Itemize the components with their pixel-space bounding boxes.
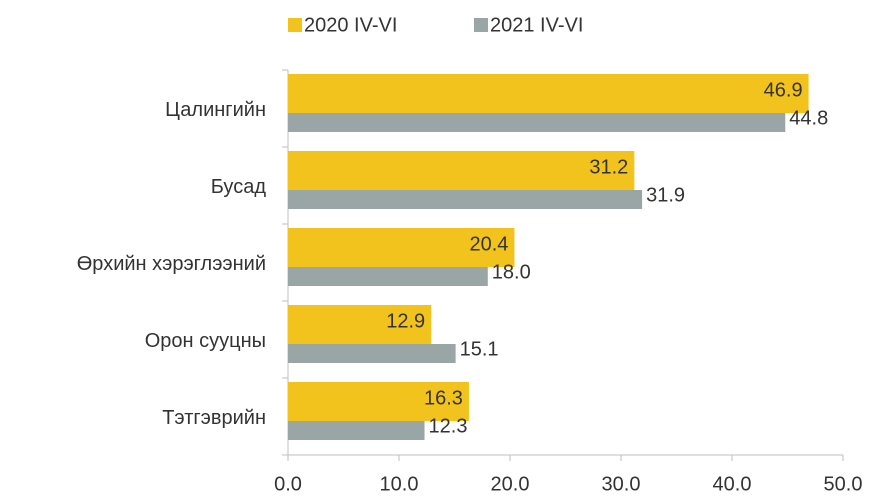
x-tick-label: 10.0 bbox=[380, 473, 419, 495]
data-label: 12.3 bbox=[429, 415, 468, 437]
y-tick-label: Цалингийн bbox=[165, 99, 266, 121]
data-label: 12.9 bbox=[386, 310, 425, 332]
bar bbox=[288, 344, 456, 363]
x-tick-label: 20.0 bbox=[491, 473, 530, 495]
bar bbox=[288, 305, 432, 344]
legend-swatch bbox=[474, 18, 488, 32]
data-label: 15.1 bbox=[460, 338, 499, 360]
y-tick-label: Орон сууцны bbox=[145, 330, 266, 352]
data-label: 18.0 bbox=[492, 261, 531, 283]
bar bbox=[288, 421, 425, 440]
data-label: 44.8 bbox=[789, 107, 828, 129]
y-tick-label: Тэтгэврийн bbox=[162, 407, 266, 429]
y-tick-label: Бусад bbox=[211, 176, 267, 198]
data-label: 31.2 bbox=[589, 156, 628, 178]
x-tick-label: 50.0 bbox=[824, 473, 863, 495]
data-label: 46.9 bbox=[764, 79, 803, 101]
data-label: 20.4 bbox=[470, 233, 509, 255]
legend-swatch bbox=[288, 18, 302, 32]
bar bbox=[288, 151, 635, 190]
legend-label: 2021 IV-VI bbox=[490, 14, 583, 36]
x-tick-label: 40.0 bbox=[713, 473, 752, 495]
bar bbox=[288, 228, 515, 267]
x-tick-label: 0.0 bbox=[274, 473, 302, 495]
data-label: 16.3 bbox=[424, 387, 463, 409]
y-tick-label: Өрхийн хэрэглээний bbox=[77, 253, 266, 275]
bar bbox=[288, 113, 786, 132]
bar bbox=[288, 382, 469, 421]
data-label: 31.9 bbox=[646, 184, 685, 206]
bar bbox=[288, 267, 488, 286]
bar bbox=[288, 74, 809, 113]
legend-label: 2020 IV-VI bbox=[304, 14, 397, 36]
x-tick-label: 30.0 bbox=[602, 473, 641, 495]
bar bbox=[288, 190, 643, 209]
